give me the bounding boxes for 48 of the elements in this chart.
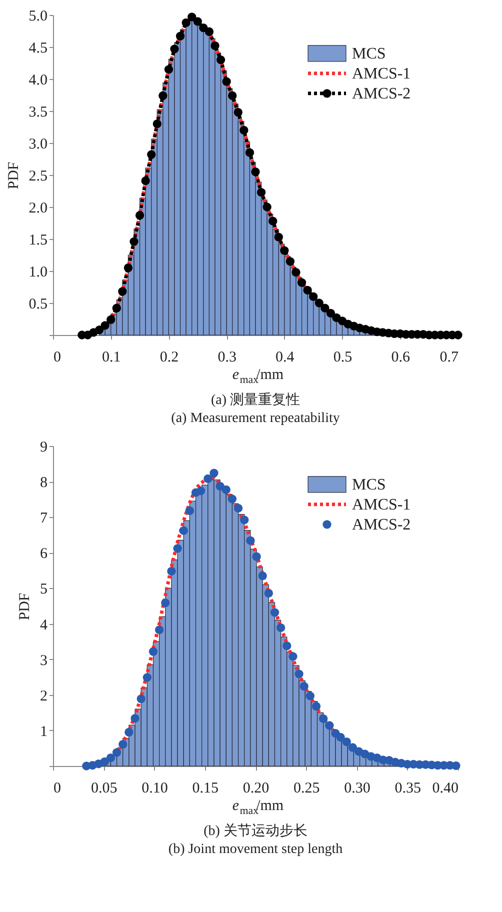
x-tick-label: 0.20	[242, 780, 270, 796]
y-tick-label: 3.5	[28, 104, 48, 120]
x-tick-label: 0.2	[160, 350, 179, 366]
legend-label: AMCS-2	[352, 516, 411, 534]
legend-label: AMCS-2	[352, 85, 411, 102]
x-tick-label: 0.30	[344, 780, 370, 796]
y-tick-label: 5	[40, 582, 48, 598]
x-tick-label: 0.5	[333, 350, 352, 366]
y-axis-title: PDF	[17, 592, 33, 620]
legend-label: AMCS-1	[352, 496, 411, 514]
y-tick-label: 1.5	[28, 232, 48, 248]
y-tick-label: 1.0	[28, 264, 48, 280]
x-tick-label: 0.15	[192, 780, 218, 796]
x-tick-label: 0.3	[218, 350, 236, 366]
x-tick-label: 0.35	[394, 780, 421, 796]
y-tick-label: 2	[40, 688, 48, 704]
y-tick-label: 2.0	[28, 200, 48, 216]
x-tick-label: 0.25	[294, 780, 320, 796]
y-tick-label: 5.0	[28, 8, 48, 24]
y-tick-label: 9	[40, 440, 48, 456]
y-tick-label: 7	[40, 510, 48, 527]
y-tick-label: 8	[40, 475, 48, 492]
legend-label: MCS	[352, 45, 386, 62]
text: (b) Joint movement step length	[168, 842, 343, 857]
x-tick-label: 0.4	[276, 350, 295, 366]
y-axis-title: PDF	[6, 162, 22, 190]
y-tick-label: 0.5	[28, 296, 48, 312]
text: (a) Measurement repeatability	[171, 410, 340, 426]
x-tick-label: 0	[54, 780, 61, 796]
y-tick-label: 4.0	[28, 72, 48, 88]
text: (a) 测量重复性	[210, 392, 300, 408]
x-tick-label: 0.05	[91, 780, 118, 796]
y-tick-label: 4	[40, 617, 48, 634]
y-tick-label: 1	[40, 724, 48, 740]
legend-label: AMCS-1	[352, 65, 411, 82]
x-tick-label: 0	[54, 350, 61, 366]
y-tick-label: 3.0	[28, 136, 48, 152]
text: (b) 关节运动步长	[204, 822, 308, 839]
y-tick-label: 6	[40, 546, 48, 562]
x-tick-label: 0.1	[102, 350, 121, 366]
y-tick-label: 4.5	[28, 40, 48, 56]
x-tick-label: 0.10	[142, 780, 168, 796]
x-tick-label: 0.6	[391, 350, 411, 366]
x-tick-label: 0.7	[440, 350, 459, 366]
x-tick-label: 0.40	[432, 780, 458, 796]
y-tick-label: 3	[40, 652, 48, 669]
y-tick-label: 2.5	[28, 168, 48, 184]
legend-label: MCS	[352, 476, 386, 494]
